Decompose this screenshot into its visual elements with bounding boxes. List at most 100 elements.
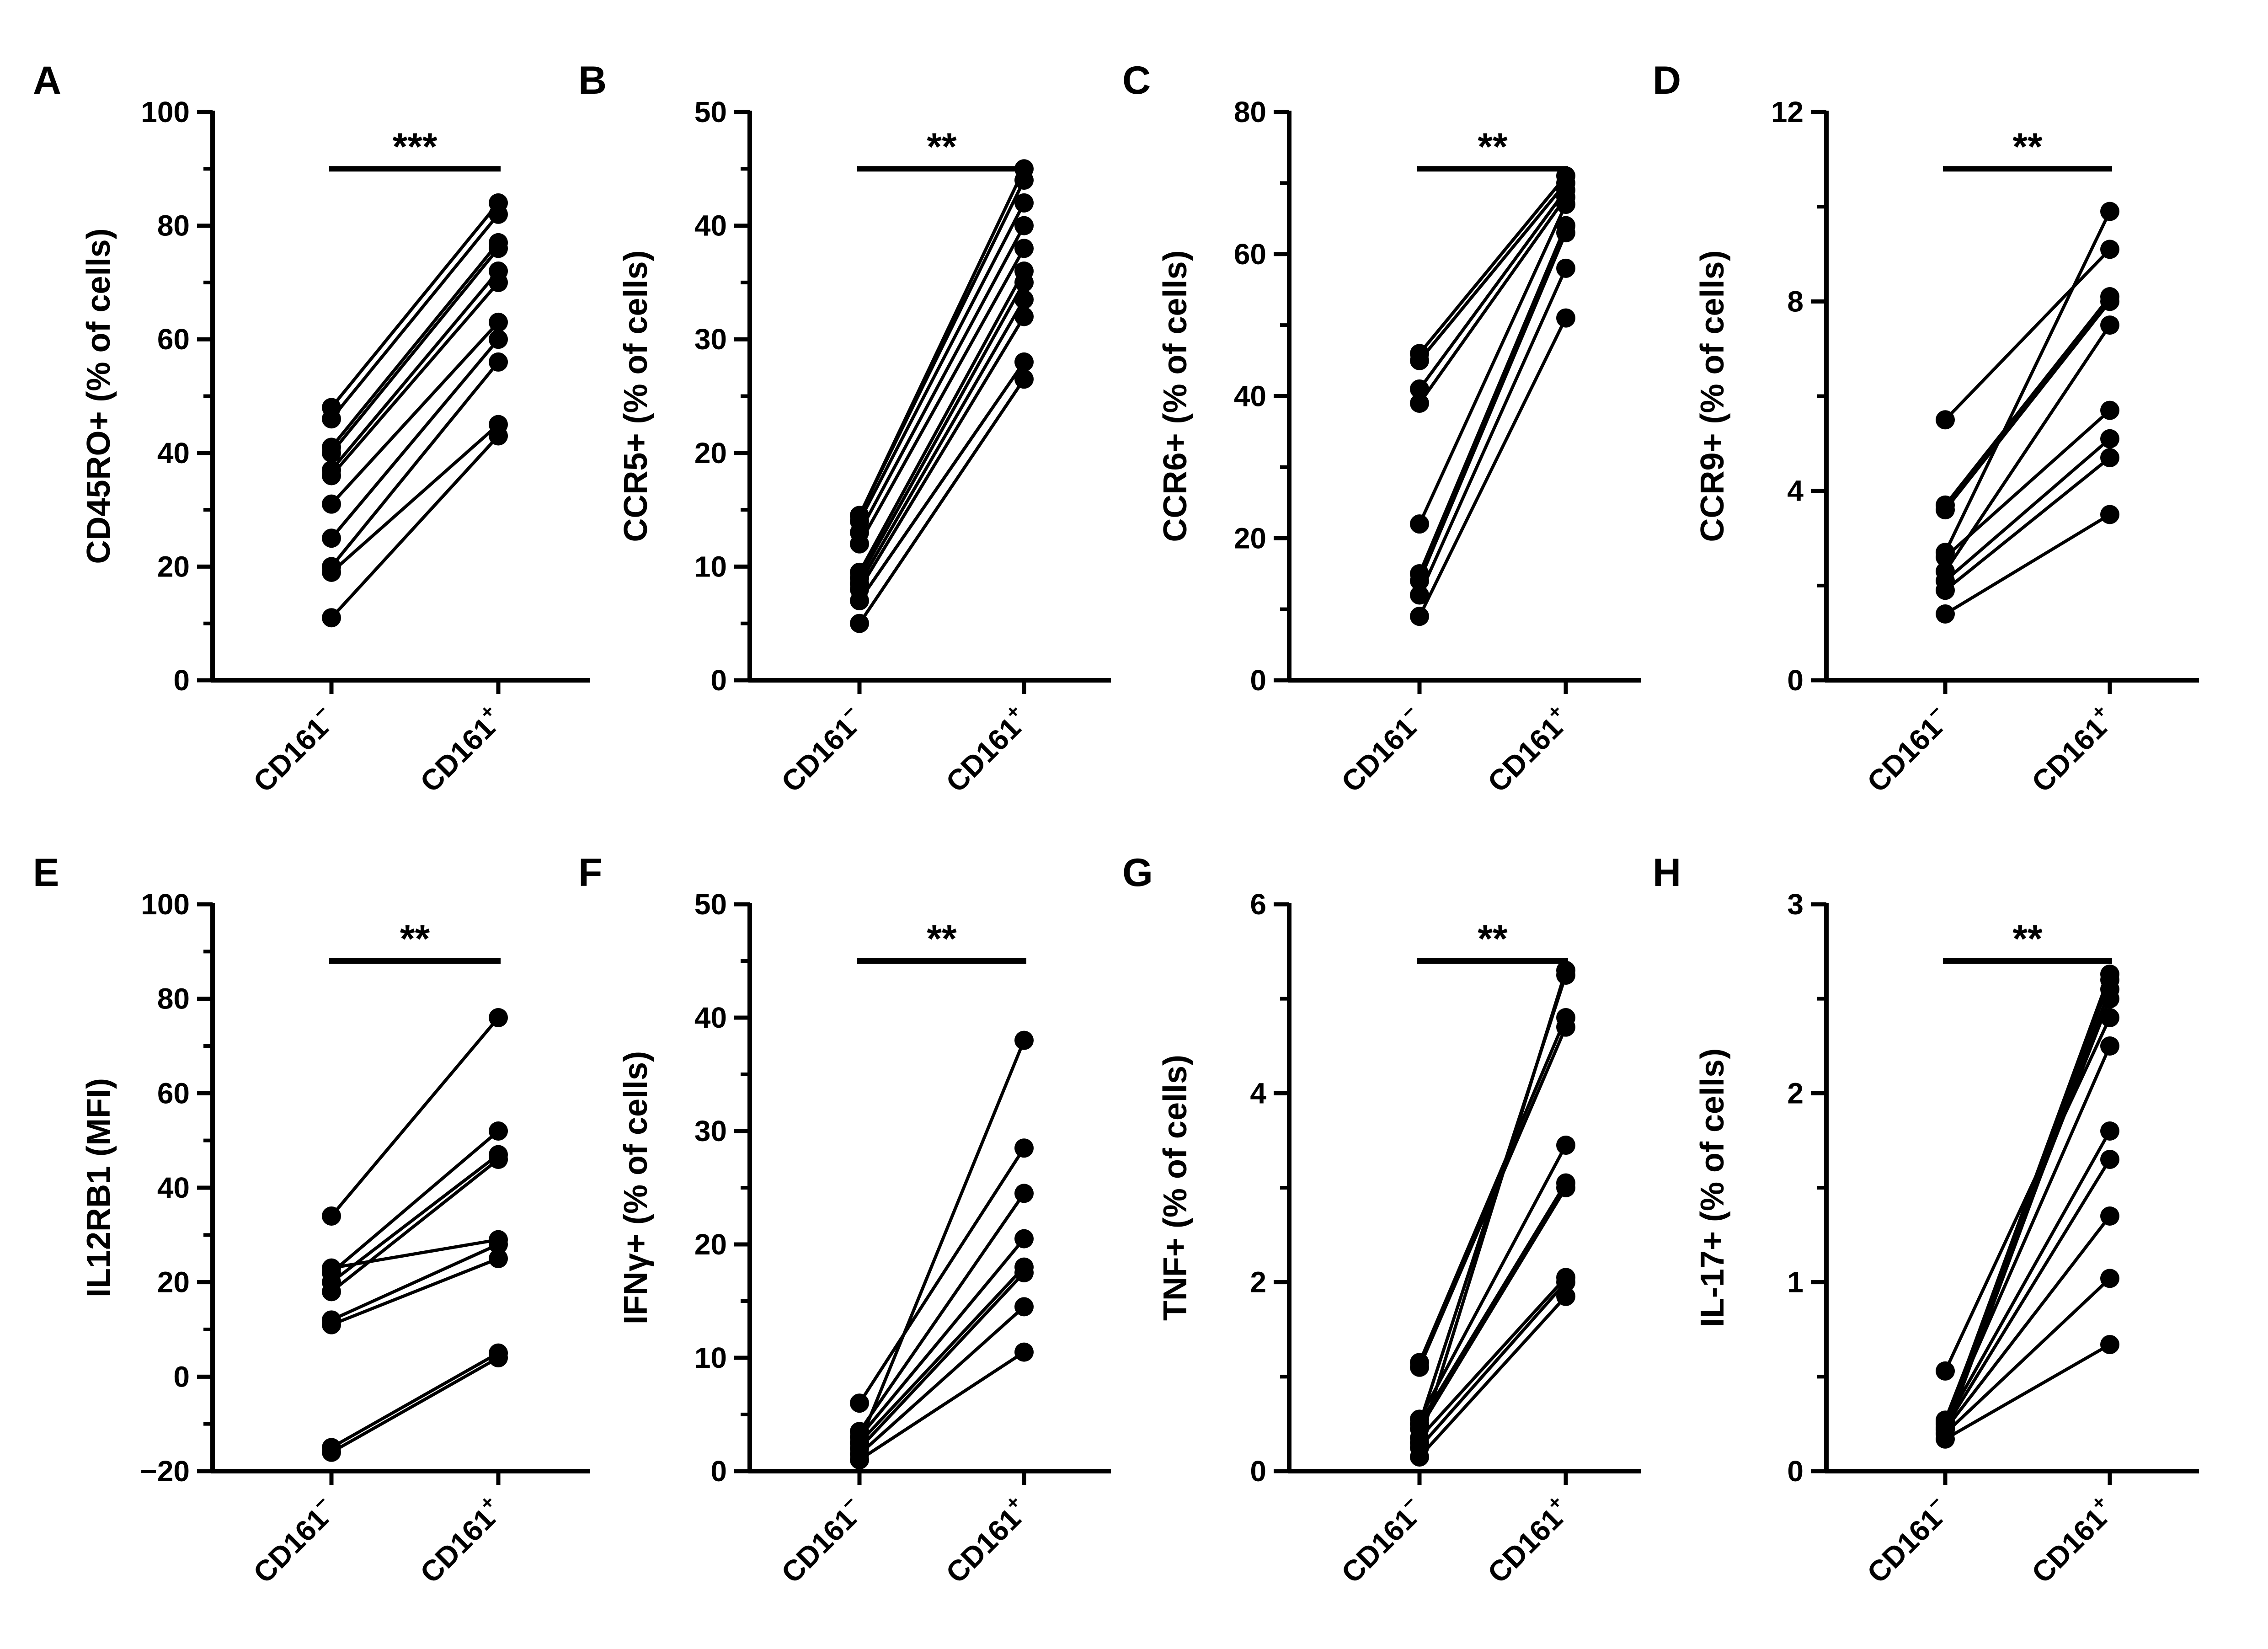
panel-letter: D: [1653, 59, 1681, 102]
pair-line: [1943, 211, 2112, 553]
point-cd161-positive: [2100, 1335, 2119, 1355]
pair-line: [1418, 232, 1568, 582]
point-cd161-positive: [1556, 258, 1575, 278]
significance-stars: **: [927, 125, 957, 168]
point-cd161-positive: [1556, 308, 1575, 328]
pair-line: [330, 270, 500, 471]
point-cd161-negative: [322, 608, 341, 628]
point-cd161-positive: [2100, 315, 2119, 335]
y-tick-label: −20: [140, 1455, 190, 1488]
point-cd161-negative: [1936, 410, 1955, 430]
pair-line: [330, 423, 500, 574]
point-cd161-negative: [1410, 379, 1429, 399]
point-cd161-negative: [1410, 607, 1429, 626]
pair-line: [858, 1192, 1025, 1433]
pair-line: [1944, 513, 2111, 615]
point-cd161-negative: [850, 614, 869, 633]
point-cd161-negative: [1410, 1353, 1429, 1372]
point-cd161-positive: [489, 330, 508, 349]
point-cd161-negative: [1410, 1433, 1429, 1452]
pair-line: [858, 1271, 1025, 1450]
category-name: CD161: [414, 711, 502, 799]
point-cd161-negative: [322, 1438, 341, 1457]
point-cd161-positive: [1014, 1257, 1034, 1277]
panel-letter: C: [1122, 59, 1151, 102]
category-name: CD161: [1335, 711, 1423, 799]
pair-line: [1944, 248, 2111, 421]
point-cd161-positive: [1556, 1173, 1575, 1193]
pair-line: [1944, 1343, 2111, 1441]
point-cd161-negative: [1410, 344, 1429, 363]
point-cd161-negative: [850, 1393, 869, 1413]
point-cd161-negative: [322, 557, 341, 576]
panel-letter: H: [1653, 851, 1681, 895]
pair-line: [858, 361, 1025, 602]
pair-line: [859, 1350, 1025, 1462]
point-cd161-positive: [1014, 1297, 1034, 1317]
point-cd161-positive: [1014, 261, 1034, 281]
significance-stars: **: [1478, 917, 1508, 960]
panel-letter: A: [33, 59, 61, 102]
pair-line: [1418, 225, 1568, 575]
y-tick-label: 10: [694, 550, 727, 583]
significance-stars: **: [2012, 917, 2043, 960]
point-cd161-positive: [489, 1145, 508, 1164]
x-category-label: CD161+: [2023, 1491, 2121, 1590]
pair-line: [1944, 295, 2111, 506]
category-name: CD161: [2025, 711, 2113, 799]
pair-line: [1418, 267, 1568, 596]
pair-line: [1418, 1182, 1567, 1425]
category-name: CD161: [1335, 1502, 1423, 1590]
x-category-label: CD161−: [244, 700, 343, 799]
pair-line: [331, 1356, 499, 1454]
point-cd161-positive: [1014, 1030, 1034, 1050]
pair-line: [1418, 1017, 1568, 1363]
pair-line: [858, 1147, 1025, 1404]
pair-line: [1418, 1144, 1568, 1420]
pair-line: [1418, 189, 1567, 390]
pair-line: [858, 1305, 1025, 1456]
pair-line: [330, 1153, 500, 1284]
pair-line: [1944, 1158, 2111, 1429]
panel-h: H 0 1 2 3 IL-17+ (% of cells) CD161− CD161+ **: [1653, 851, 2199, 1590]
point-cd161-negative: [322, 1258, 341, 1278]
point-cd161-negative: [1936, 604, 1955, 624]
pair-line: [1944, 324, 2111, 572]
category-name: CD161: [1861, 1502, 1948, 1590]
pair-line: [330, 213, 500, 420]
category-name: CD161: [247, 1502, 335, 1590]
point-cd161-positive: [1556, 1286, 1575, 1306]
y-axis-title: CD45RO+ (% of cells): [80, 228, 117, 564]
pair-line: [1418, 1187, 1567, 1430]
pair-line: [330, 1016, 500, 1217]
pair-line: [1418, 317, 1568, 617]
panel-g: G 0 2 4 6 TNF+ (% of cells) CD161− CD161+ **: [1122, 851, 1641, 1590]
pair-line: [330, 202, 500, 409]
y-tick-label: 6: [1250, 888, 1266, 921]
point-cd161-negative: [1410, 585, 1429, 605]
point-cd161-positive: [2100, 1206, 2119, 1226]
y-tick-label: 30: [694, 323, 727, 356]
y-axis-title: IL-17+ (% of cells): [1694, 1048, 1731, 1327]
y-tick-label: 0: [1250, 1455, 1266, 1488]
point-cd161-negative: [322, 1310, 341, 1330]
category-name: CD161: [775, 1502, 863, 1590]
pair-line: [1944, 300, 2111, 511]
point-cd161-positive: [1014, 239, 1034, 258]
point-cd161-negative: [322, 494, 341, 514]
pair-line: [858, 270, 1026, 573]
pair-line: [1944, 1277, 2111, 1435]
pair-line: [330, 321, 500, 506]
x-category-label: CD161−: [772, 700, 871, 799]
panel-letter: G: [1122, 851, 1153, 895]
point-cd161-positive: [489, 1343, 508, 1363]
point-cd161-positive: [2100, 287, 2119, 306]
y-tick-label: 0: [173, 664, 190, 697]
pair-line: [330, 247, 500, 454]
pair-line: [1944, 456, 2111, 592]
y-tick-label: 80: [1234, 96, 1266, 128]
point-cd161-negative: [1936, 1414, 1955, 1434]
pair-line: [330, 281, 500, 477]
